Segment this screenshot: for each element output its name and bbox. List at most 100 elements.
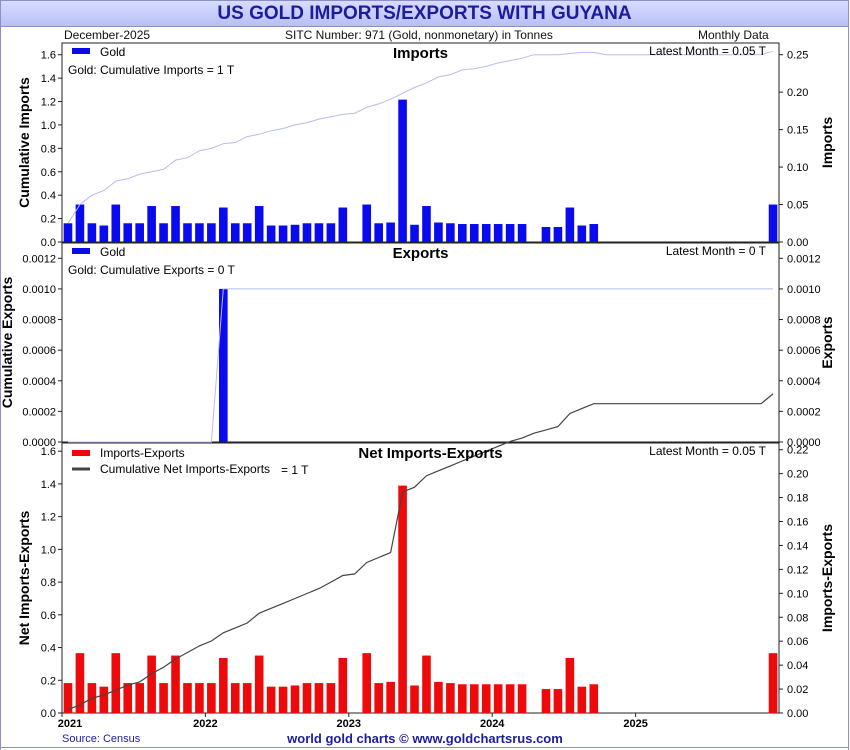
bar [159, 683, 168, 713]
bar [63, 223, 73, 242]
bar [290, 685, 300, 713]
cumulative-label: Gold: Cumulative Imports = 1 T [68, 63, 235, 77]
bar [219, 657, 228, 713]
bar [565, 207, 575, 242]
left-tick-label: 0.0006 [22, 345, 56, 357]
bar [314, 223, 324, 242]
chart-title: US GOLD IMPORTS/EXPORTS WITH GUYANA [0, 0, 849, 27]
bar [458, 224, 467, 242]
legend-swatch [72, 248, 90, 254]
right-tick-label: 0.20 [787, 87, 808, 99]
bar [302, 223, 312, 242]
x-tick-label: 2025 [623, 718, 647, 730]
bar [469, 684, 479, 713]
right-tick-label: 0.06 [787, 636, 808, 648]
bar [374, 683, 383, 713]
y-axis-title-right: Imports [819, 117, 835, 169]
source-note: Source: Census [62, 733, 141, 745]
bar [338, 207, 348, 242]
bar [362, 204, 372, 242]
right-tick-label: 0.12 [787, 564, 808, 576]
latest-month-label: Latest Month = 0.05 T [649, 44, 767, 58]
sitc-label: SITC Number: 971 (Gold, nonmonetary) in … [285, 28, 553, 42]
bar [135, 683, 144, 713]
bar [505, 684, 515, 713]
bar [147, 206, 156, 242]
bar [422, 206, 431, 242]
y-axis-title-left: Net Imports-Exports [16, 511, 32, 646]
bar [278, 225, 288, 242]
legend-label: Gold [100, 45, 125, 59]
bar [577, 225, 587, 242]
cumulative-line [67, 50, 774, 224]
bar [446, 683, 455, 713]
frequency-label: Monthly Data [698, 28, 769, 42]
left-tick-label: 1.6 [41, 50, 56, 62]
plot-area-2 [61, 442, 780, 714]
bar [517, 684, 527, 713]
bar [63, 683, 73, 713]
bar [111, 204, 121, 242]
cumulative-line [68, 288, 773, 443]
bar [434, 681, 443, 713]
bar [386, 222, 395, 242]
bar [434, 222, 443, 242]
bar [446, 223, 455, 242]
right-tick-label: 0.0002 [787, 406, 821, 418]
panel-title: Net Imports-Exports [358, 445, 502, 462]
panel-title: Imports [393, 45, 448, 62]
bar [230, 223, 240, 242]
bar [183, 223, 192, 242]
latest-month-label: Latest Month = 0 T [666, 244, 767, 258]
left-tick-label: 1.2 [41, 97, 56, 109]
cumulative-line [67, 393, 774, 711]
bar [87, 223, 97, 242]
bar [589, 684, 599, 713]
left-tick-label: 0.8 [41, 143, 56, 155]
left-tick-label: 1.0 [41, 544, 56, 556]
left-tick-label: 0.2 [41, 214, 56, 226]
right-tick-label: 0.15 [787, 125, 808, 137]
right-tick-label: 0.0004 [787, 376, 821, 388]
right-tick-label: 0.0006 [787, 345, 821, 357]
bar [171, 206, 180, 242]
y-axis-title-right: Exports [819, 316, 835, 368]
bar [195, 683, 204, 713]
bar [422, 655, 431, 713]
bar [219, 288, 228, 442]
bar [314, 683, 324, 713]
left-tick-label: 1.4 [41, 73, 56, 85]
frame-bottom [0, 747, 849, 748]
right-tick-label: 0.02 [787, 684, 808, 696]
bar [266, 686, 276, 713]
bar [768, 204, 778, 242]
legend-label: Cumulative Net Imports-Exports [100, 462, 270, 476]
cumulative-label: = 1 T [281, 463, 309, 477]
left-tick-label: 0.0004 [22, 376, 56, 388]
left-tick-label: 0.0010 [22, 284, 56, 296]
bar [517, 224, 527, 242]
right-tick-label: 0.16 [787, 517, 808, 529]
bar [553, 227, 563, 242]
y-axis-title-left: Cumulative Exports [0, 277, 15, 409]
bar [493, 684, 503, 713]
bar [99, 225, 109, 242]
x-tick-label: 2022 [193, 718, 217, 730]
bar [410, 685, 419, 713]
bar [589, 224, 599, 242]
left-tick-label: 0.0002 [22, 406, 56, 418]
bar [541, 689, 551, 713]
report-date: December-2025 [64, 28, 151, 42]
bar [302, 683, 312, 713]
x-tick-label: 2023 [337, 718, 361, 730]
right-tick-label: 0.10 [787, 162, 808, 174]
y-axis-title-right: Imports-Exports [819, 524, 835, 632]
bar [481, 224, 491, 242]
bar [266, 225, 276, 242]
bar [469, 224, 479, 242]
panel-title: Exports [393, 245, 449, 262]
right-tick-label: 0.08 [787, 612, 808, 624]
bar [123, 683, 133, 713]
